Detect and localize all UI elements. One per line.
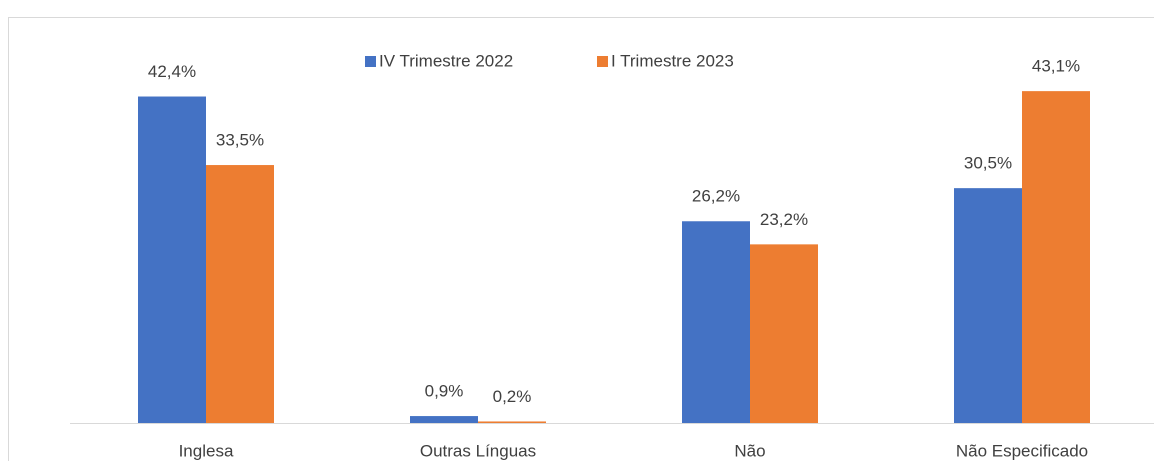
data-label: 43,1% [1032,57,1080,76]
x-tick-label: Não Especificado [956,441,1088,460]
bar [206,165,274,424]
legend-swatch [597,56,608,67]
bar [1022,91,1090,423]
bar [410,416,478,423]
bar [138,96,206,424]
data-label: 23,2% [760,210,808,229]
x-tick-label: Não [734,441,765,460]
bar [954,188,1022,423]
bar [682,221,750,423]
data-label: 26,2% [692,187,740,206]
bar [478,421,546,423]
data-label: 30,5% [964,154,1012,173]
data-label: 42,4% [148,62,196,81]
legend-label: I Trimestre 2023 [611,51,734,70]
x-tick-label: Outras Línguas [420,441,536,460]
data-label: 0,2% [493,387,532,406]
legend-swatch [365,56,376,67]
data-label: 33,5% [216,131,264,150]
legend-label: IV Trimestre 2022 [379,51,513,70]
bar [750,244,818,423]
data-label: 0,9% [425,382,464,401]
x-tick-label: Inglesa [179,441,234,460]
